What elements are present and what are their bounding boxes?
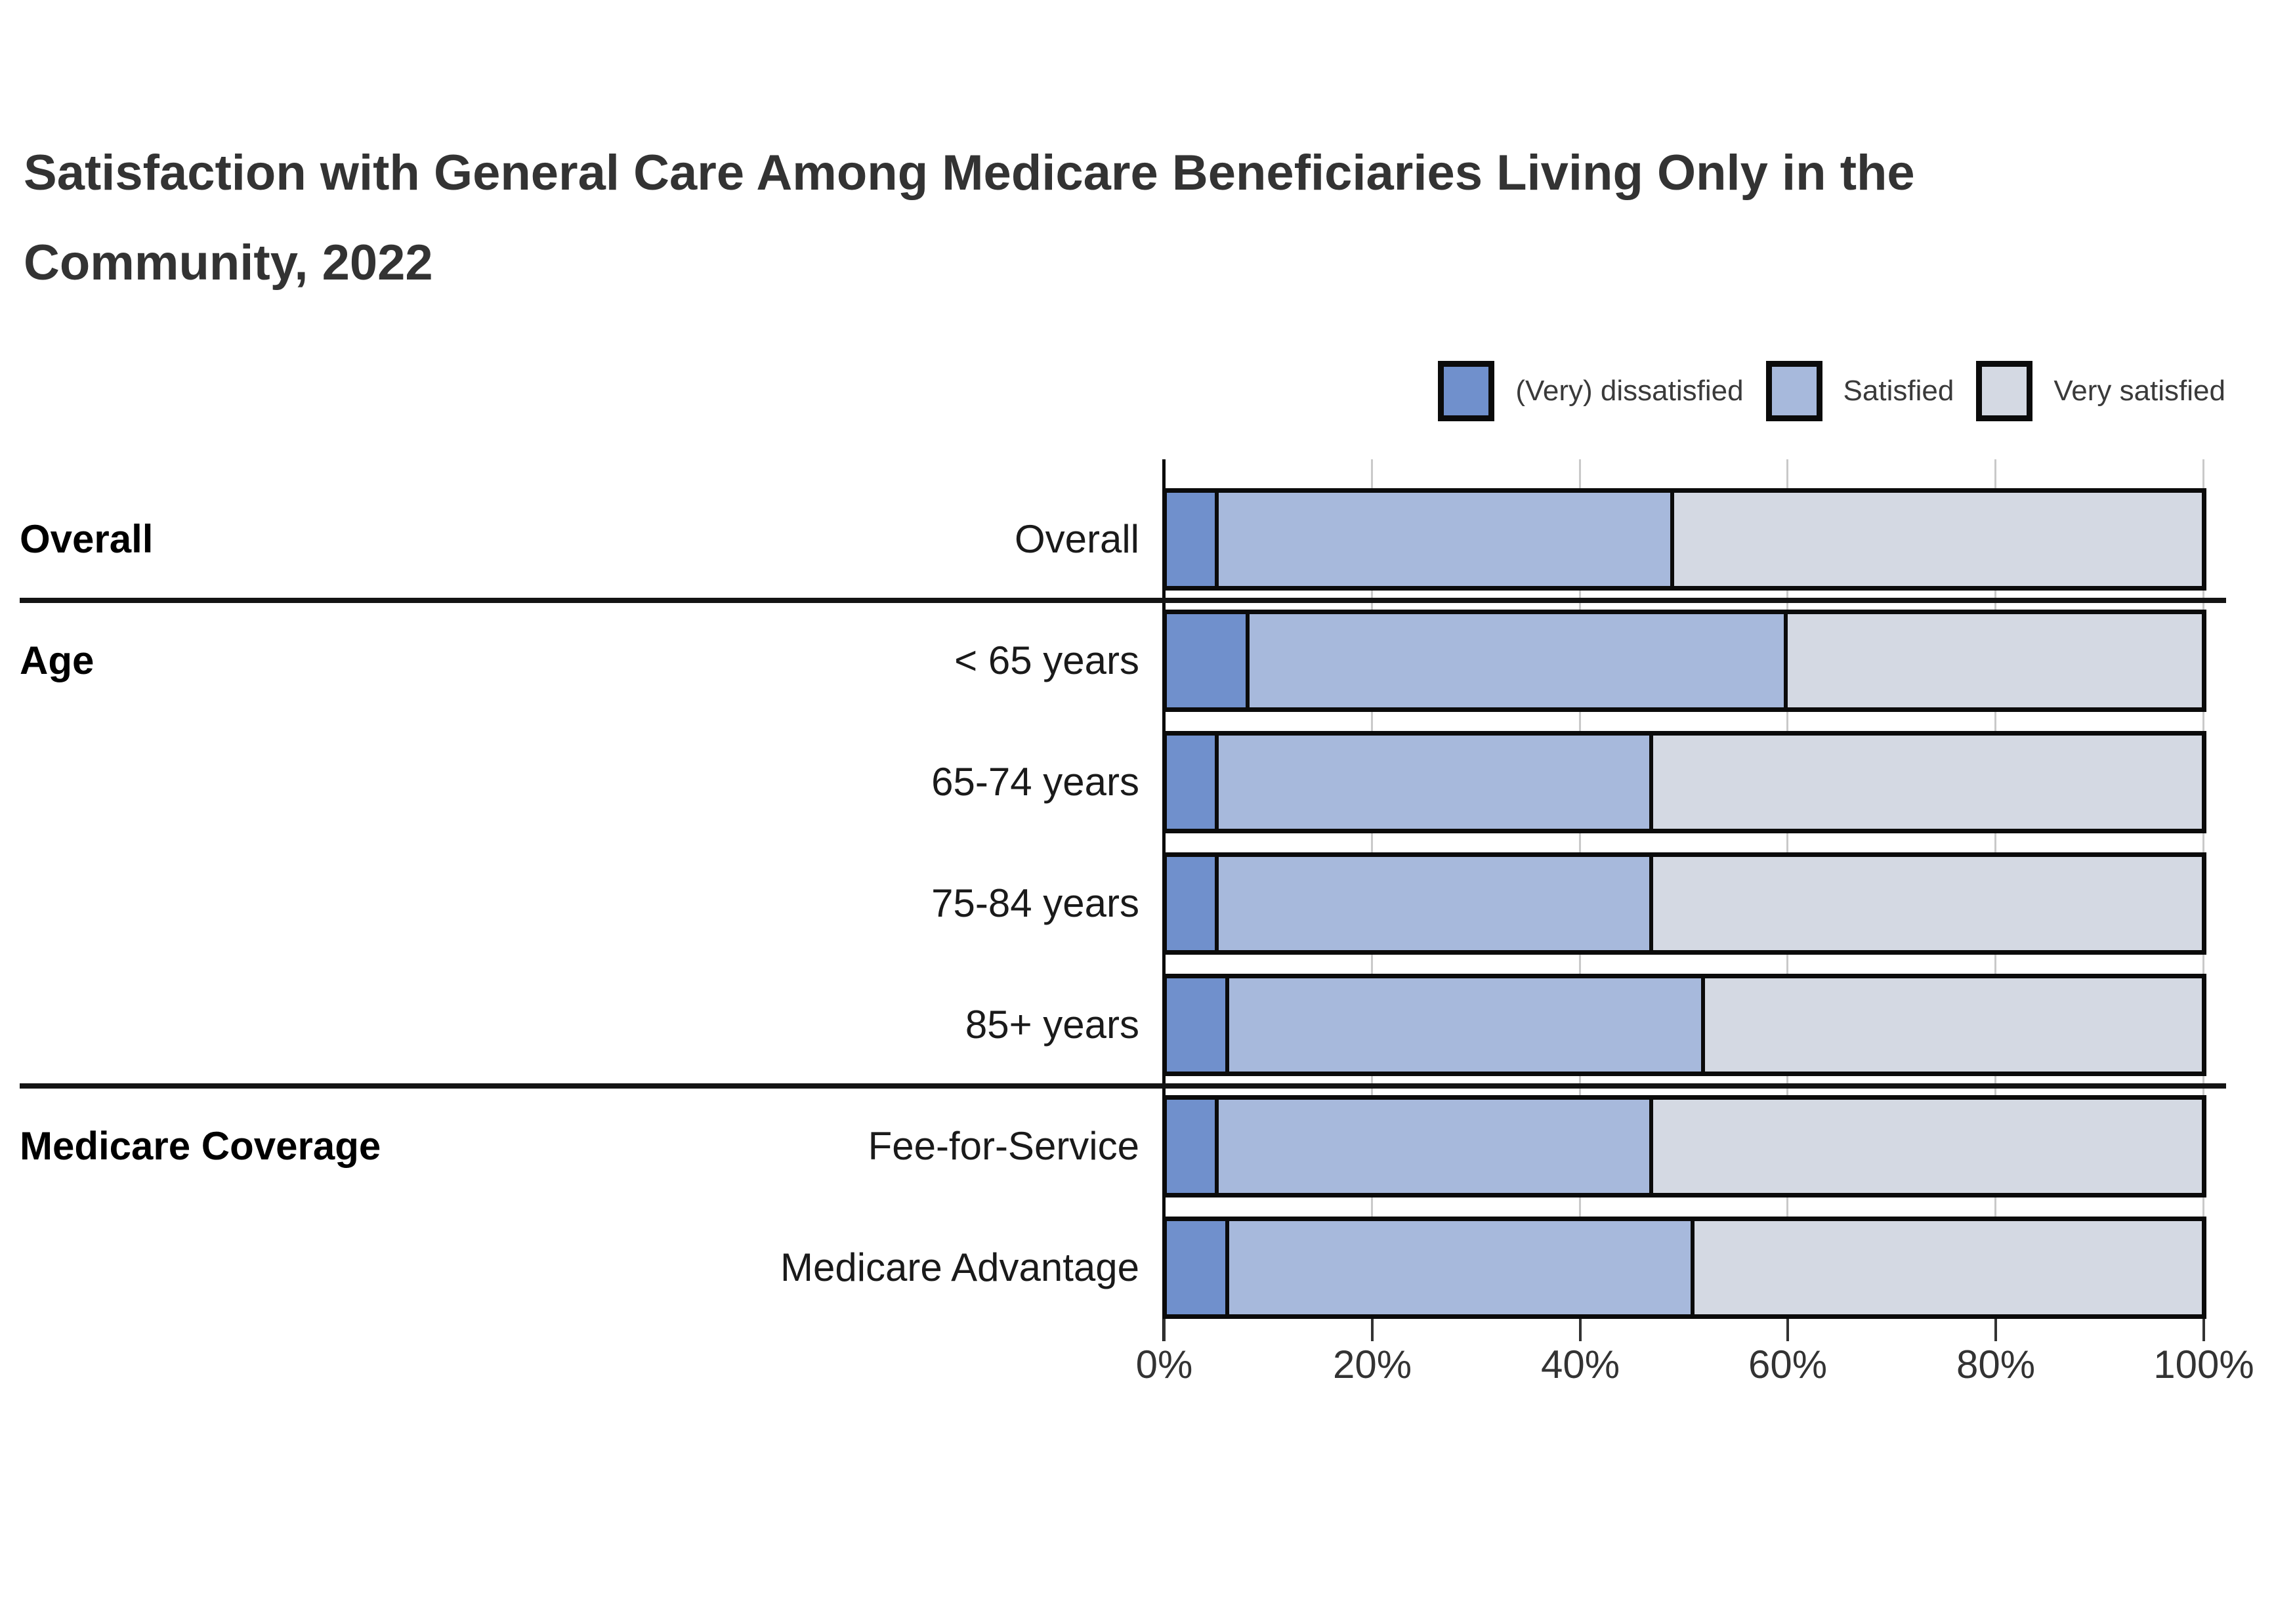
bar-segment-very-satisfied (1788, 614, 2202, 707)
legend: (Very) dissatisfied Satisfied Very satisfi… (1416, 360, 2225, 423)
bar-segment-very-satisfied (1674, 493, 2202, 586)
axis-tick-20% (1371, 1318, 1374, 1341)
axis-tick-label: 100% (2153, 1343, 2254, 1386)
legend-item-label: Very satisfied (2053, 375, 2225, 407)
legend-item-1: (Very) dissatisfied (1438, 361, 1744, 421)
bar-segment-very-satisfied (1695, 1221, 2202, 1314)
bar-segment-satisfied (1229, 1221, 1695, 1314)
bar-segment-satisfied (1218, 857, 1654, 950)
bar-overall (1162, 488, 2206, 591)
axis-tick-60% (1786, 1318, 1789, 1341)
bar-segment-satisfied (1218, 1100, 1654, 1193)
bar-segment-satisfied (1250, 614, 1788, 707)
bar-85-years (1162, 974, 2206, 1076)
bar-segment--very-dissatisfied (1167, 1100, 1219, 1193)
row-label--65-years: < 65 years (954, 638, 1139, 682)
chart-title: Satisfaction with General Care Among Med… (24, 129, 2229, 308)
group-label-age: Age (20, 638, 95, 682)
axis-tick-label: 80% (1956, 1343, 2036, 1386)
group-label-overall: Overall (20, 517, 154, 561)
bar-segment--very-dissatisfied (1167, 978, 1229, 1072)
bar-65-74-years (1162, 731, 2206, 833)
legend-item-3: Very satisfied (1976, 361, 2225, 421)
row-label-75-84-years: 75-84 years (931, 881, 1139, 925)
row-label-85-years: 85+ years (965, 1003, 1139, 1047)
bar-segment--very-dissatisfied (1167, 493, 1219, 586)
axis-tick-0% (1163, 1318, 1166, 1341)
bar-segment-satisfied (1229, 978, 1706, 1072)
bar-segment--very-dissatisfied (1167, 736, 1219, 829)
bar-segment--very-dissatisfied (1167, 1221, 1229, 1314)
bar-75-84-years (1162, 852, 2206, 955)
legend-item-2: Satisfied (1765, 361, 1954, 421)
axis-tick-100% (2202, 1318, 2205, 1341)
bar--65-years (1162, 610, 2206, 712)
bar-medicare-advantage (1162, 1217, 2206, 1319)
legend-swatch-1 (1438, 361, 1495, 421)
row-label-65-74-years: 65-74 years (931, 760, 1139, 804)
bar-segment-satisfied (1218, 736, 1654, 829)
axis-tick-label: 60% (1748, 1343, 1828, 1386)
bar-segment-very-satisfied (1653, 736, 2202, 829)
axis-tick-80% (1994, 1318, 1997, 1341)
legend-swatch-3 (1976, 361, 2033, 421)
chart-title-line2: Community, 2022 (24, 234, 433, 291)
bar-segment--very-dissatisfied (1167, 857, 1219, 950)
row-label-medicare-advantage: Medicare Advantage (780, 1245, 1139, 1289)
group-separator (20, 1083, 2226, 1089)
bar-fee-for-service (1162, 1095, 2206, 1197)
axis-tick-label: 40% (1540, 1343, 1620, 1386)
bar-segment-satisfied (1218, 493, 1674, 586)
bar-segment--very-dissatisfied (1167, 614, 1250, 707)
legend-item-label: Satisfied (1843, 375, 1954, 407)
group-separator (20, 598, 2226, 603)
chart-title-line1: Satisfaction with General Care Among Med… (24, 145, 1915, 201)
axis-tick-label: 20% (1332, 1343, 1412, 1386)
group-label-medicare-coverage: Medicare Coverage (20, 1124, 381, 1168)
legend-swatch-2 (1765, 361, 1822, 421)
axis-tick-40% (1579, 1318, 1582, 1341)
row-label-fee-for-service: Fee-for-Service (868, 1124, 1139, 1168)
bar-segment-very-satisfied (1653, 1100, 2202, 1193)
bar-segment-very-satisfied (1705, 978, 2202, 1072)
bar-segment-very-satisfied (1653, 857, 2202, 950)
legend-item-label: (Very) dissatisfied (1515, 375, 1744, 407)
row-label-overall: Overall (1014, 517, 1139, 561)
axis-tick-label: 0% (1135, 1343, 1193, 1386)
